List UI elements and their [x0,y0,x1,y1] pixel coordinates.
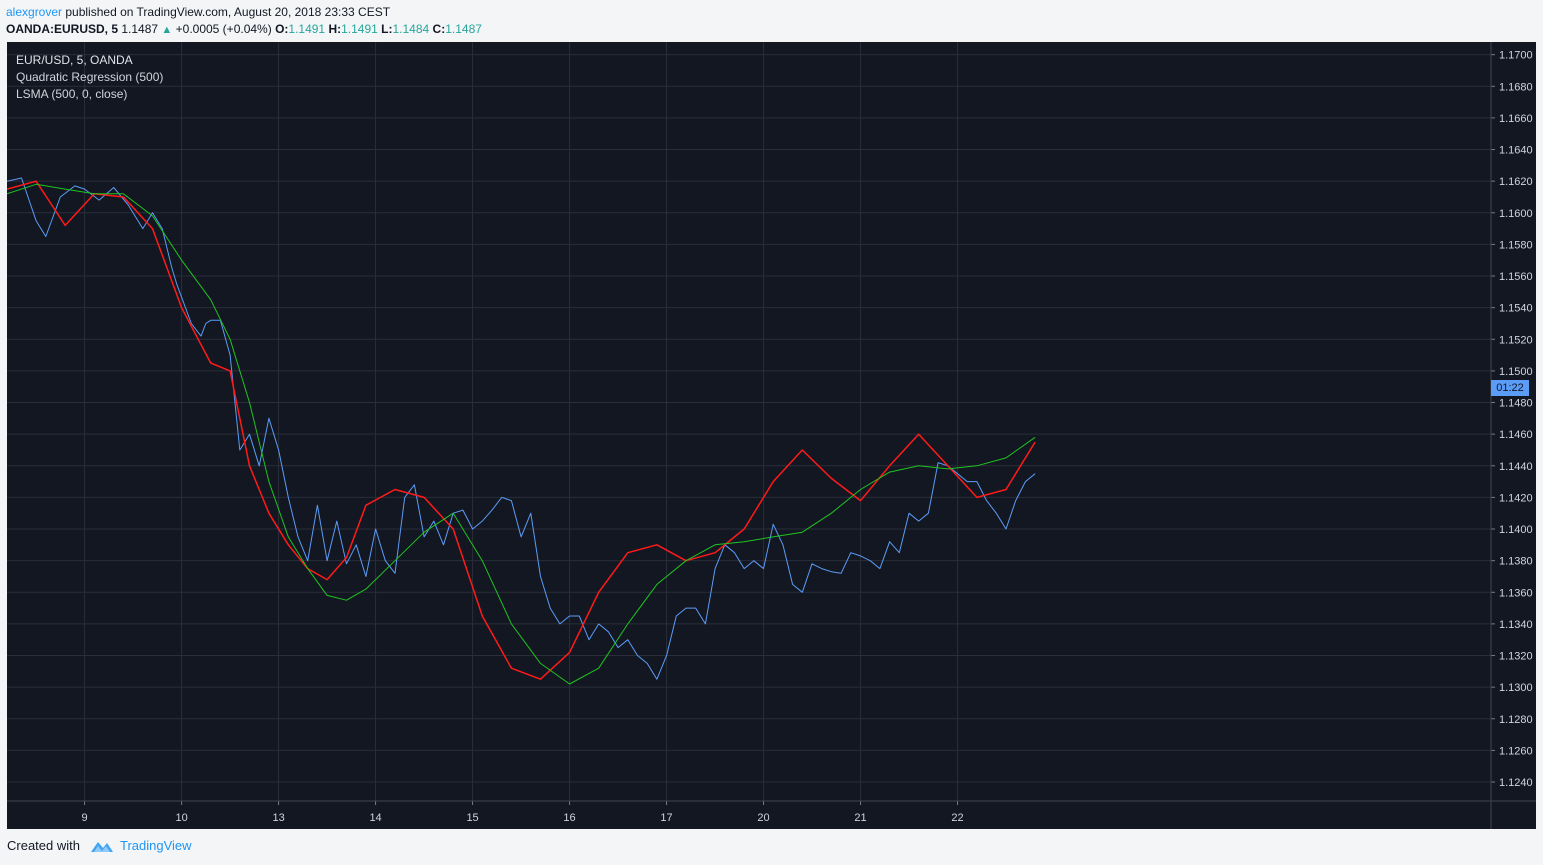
quadratic-regression-line [7,180,1036,680]
chart-legend: EUR/USD, 5, OANDA Quadratic Regression (… [16,52,163,103]
created-with-label: Created with [7,838,80,853]
y-tick-label: 1.1580 [1499,239,1533,251]
y-tick-label: 1.1660 [1499,113,1533,125]
y-tick-label: 1.1560 [1499,271,1533,283]
lsma-line [7,183,1036,685]
series-layer [7,177,1036,685]
x-tick-label: 14 [369,812,381,824]
x-tick-label: 16 [563,812,575,824]
last-price: 1.1487 [121,22,159,36]
tradingview-logo-icon [90,841,113,852]
y-tick-label: 1.1260 [1499,745,1533,757]
price-chart[interactable]: 1.1700 1.1680 1.1660 1.1640 1.1620 1.1600 1.15… [7,42,1536,829]
price-change: +0.0005 (+0.04%) [175,22,272,36]
x-tick-label: 15 [466,812,478,824]
y-tick-label: 1.1380 [1499,556,1533,568]
y-tick-label: 1.1360 [1499,587,1533,599]
legend-quadratic-regression: Quadratic Regression (500) [16,70,164,84]
y-tick-label: 1.1420 [1499,492,1533,504]
x-tick-label: 10 [175,812,187,824]
publish-header: alexgrover published on TradingView.com,… [6,4,482,39]
y-tick-label: 1.1480 [1499,398,1533,410]
y-tick-label: 1.1600 [1499,208,1533,220]
y-tick-label: 1.1320 [1499,651,1533,663]
tradingview-link[interactable]: TradingView [119,838,192,853]
x-tick-label: 20 [757,812,769,824]
open-label: O: [275,22,289,36]
y-tick-label: 1.1540 [1499,303,1533,315]
y-tick-label: 1.1460 [1499,429,1533,441]
high-label: H: [328,22,342,36]
symbol-label: OANDA:EURUSD, 5 [6,22,119,36]
author-link[interactable]: alexgrover [6,5,63,19]
y-tick-label: 1.1680 [1499,81,1533,93]
x-tick-label: 21 [854,812,866,824]
close-value: 1.1487 [445,22,482,36]
y-tick-label: 1.1440 [1499,461,1533,473]
footer: Created with TradingView [7,838,192,853]
low-value: 1.1484 [392,22,430,36]
x-tick-label: 13 [272,812,284,824]
countdown-price-tag: 01:22 [1491,380,1529,396]
y-tick-label: 1.1700 [1499,50,1533,62]
y-tick-label: 1.1300 [1499,682,1533,694]
y-tick-label: 1.1520 [1499,334,1533,346]
low-label: L: [381,22,393,36]
x-tick-label: 17 [660,812,672,824]
y-tick-label: 1.1280 [1499,714,1533,726]
up-arrow-icon: ▲ [161,24,173,36]
close-label: C: [432,22,446,36]
price-series-line [7,177,1036,680]
y-tick-label: 1.1340 [1499,619,1533,631]
y-tick-label: 1.1400 [1499,524,1533,536]
x-tick-label: 22 [951,812,963,824]
y-tick-label: 1.1640 [1499,145,1533,157]
y-tick-label: 1.1240 [1499,777,1533,789]
y-tick-label: 1.1500 [1499,366,1533,378]
legend-symbol: EUR/USD, 5, OANDA [16,53,133,67]
open-value: 1.1491 [288,22,326,36]
chart-area[interactable]: 1.1700 1.1680 1.1660 1.1640 1.1620 1.1600 1.15… [7,42,1536,829]
y-tick-label: 1.1620 [1499,176,1533,188]
high-value: 1.1491 [341,22,378,36]
grid [7,42,1491,801]
legend-lsma: LSMA (500, 0, close) [16,87,128,101]
publish-info: published on TradingView.com, August 20,… [62,5,391,19]
x-tick-label: 9 [82,812,88,824]
axes: 1.1700 1.1680 1.1660 1.1640 1.1620 1.1600 1.15… [7,42,1536,829]
